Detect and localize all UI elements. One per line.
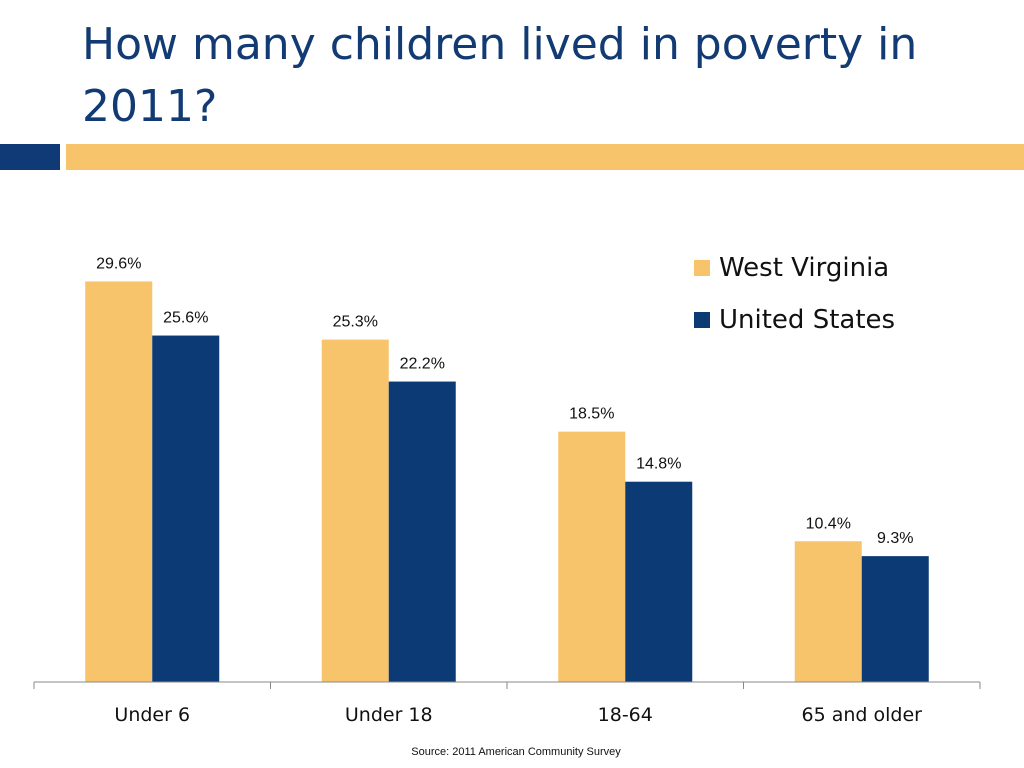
legend-item-united-states: United States bbox=[694, 294, 895, 346]
x-tick-label-2: 18-64 bbox=[598, 704, 653, 726]
legend-label-west-virginia: West Virginia bbox=[719, 253, 890, 283]
x-tick-label-0: Under 6 bbox=[114, 704, 190, 726]
data-label-united-states-0: 25.6% bbox=[163, 310, 208, 327]
legend-label-united-states: United States bbox=[719, 305, 896, 335]
title-accent-bar bbox=[66, 144, 1024, 170]
chart-legend: West Virginia United States bbox=[694, 242, 895, 346]
bar-united-states-3 bbox=[861, 556, 929, 682]
x-tick-label-1: Under 18 bbox=[345, 704, 433, 726]
data-label-west-virginia-2: 18.5% bbox=[569, 406, 614, 423]
data-label-west-virginia-1: 25.3% bbox=[333, 314, 378, 331]
slide-title: How many children lived in poverty in 20… bbox=[82, 19, 918, 132]
x-tick-label-3: 65 and older bbox=[802, 704, 923, 726]
legend-swatch-west-virginia bbox=[694, 260, 710, 276]
bar-united-states-0 bbox=[152, 335, 220, 682]
source-note: Source: 2011 American Community Survey bbox=[411, 746, 621, 758]
title-accent-block bbox=[0, 144, 60, 170]
data-label-united-states-1: 22.2% bbox=[400, 356, 445, 373]
bar-west-virginia-2 bbox=[558, 431, 626, 682]
data-label-united-states-2: 14.8% bbox=[636, 456, 681, 473]
legend-swatch-united-states bbox=[694, 312, 710, 328]
bar-west-virginia-1 bbox=[321, 339, 389, 682]
bar-west-virginia-0 bbox=[85, 281, 153, 682]
data-label-united-states-3: 9.3% bbox=[877, 530, 913, 547]
data-label-west-virginia-0: 29.6% bbox=[96, 255, 141, 272]
legend-item-west-virginia: West Virginia bbox=[694, 242, 895, 294]
bar-west-virginia-3 bbox=[794, 541, 862, 682]
bar-united-states-1 bbox=[388, 381, 456, 682]
bar-united-states-2 bbox=[625, 481, 693, 682]
data-label-west-virginia-3: 10.4% bbox=[806, 515, 851, 532]
